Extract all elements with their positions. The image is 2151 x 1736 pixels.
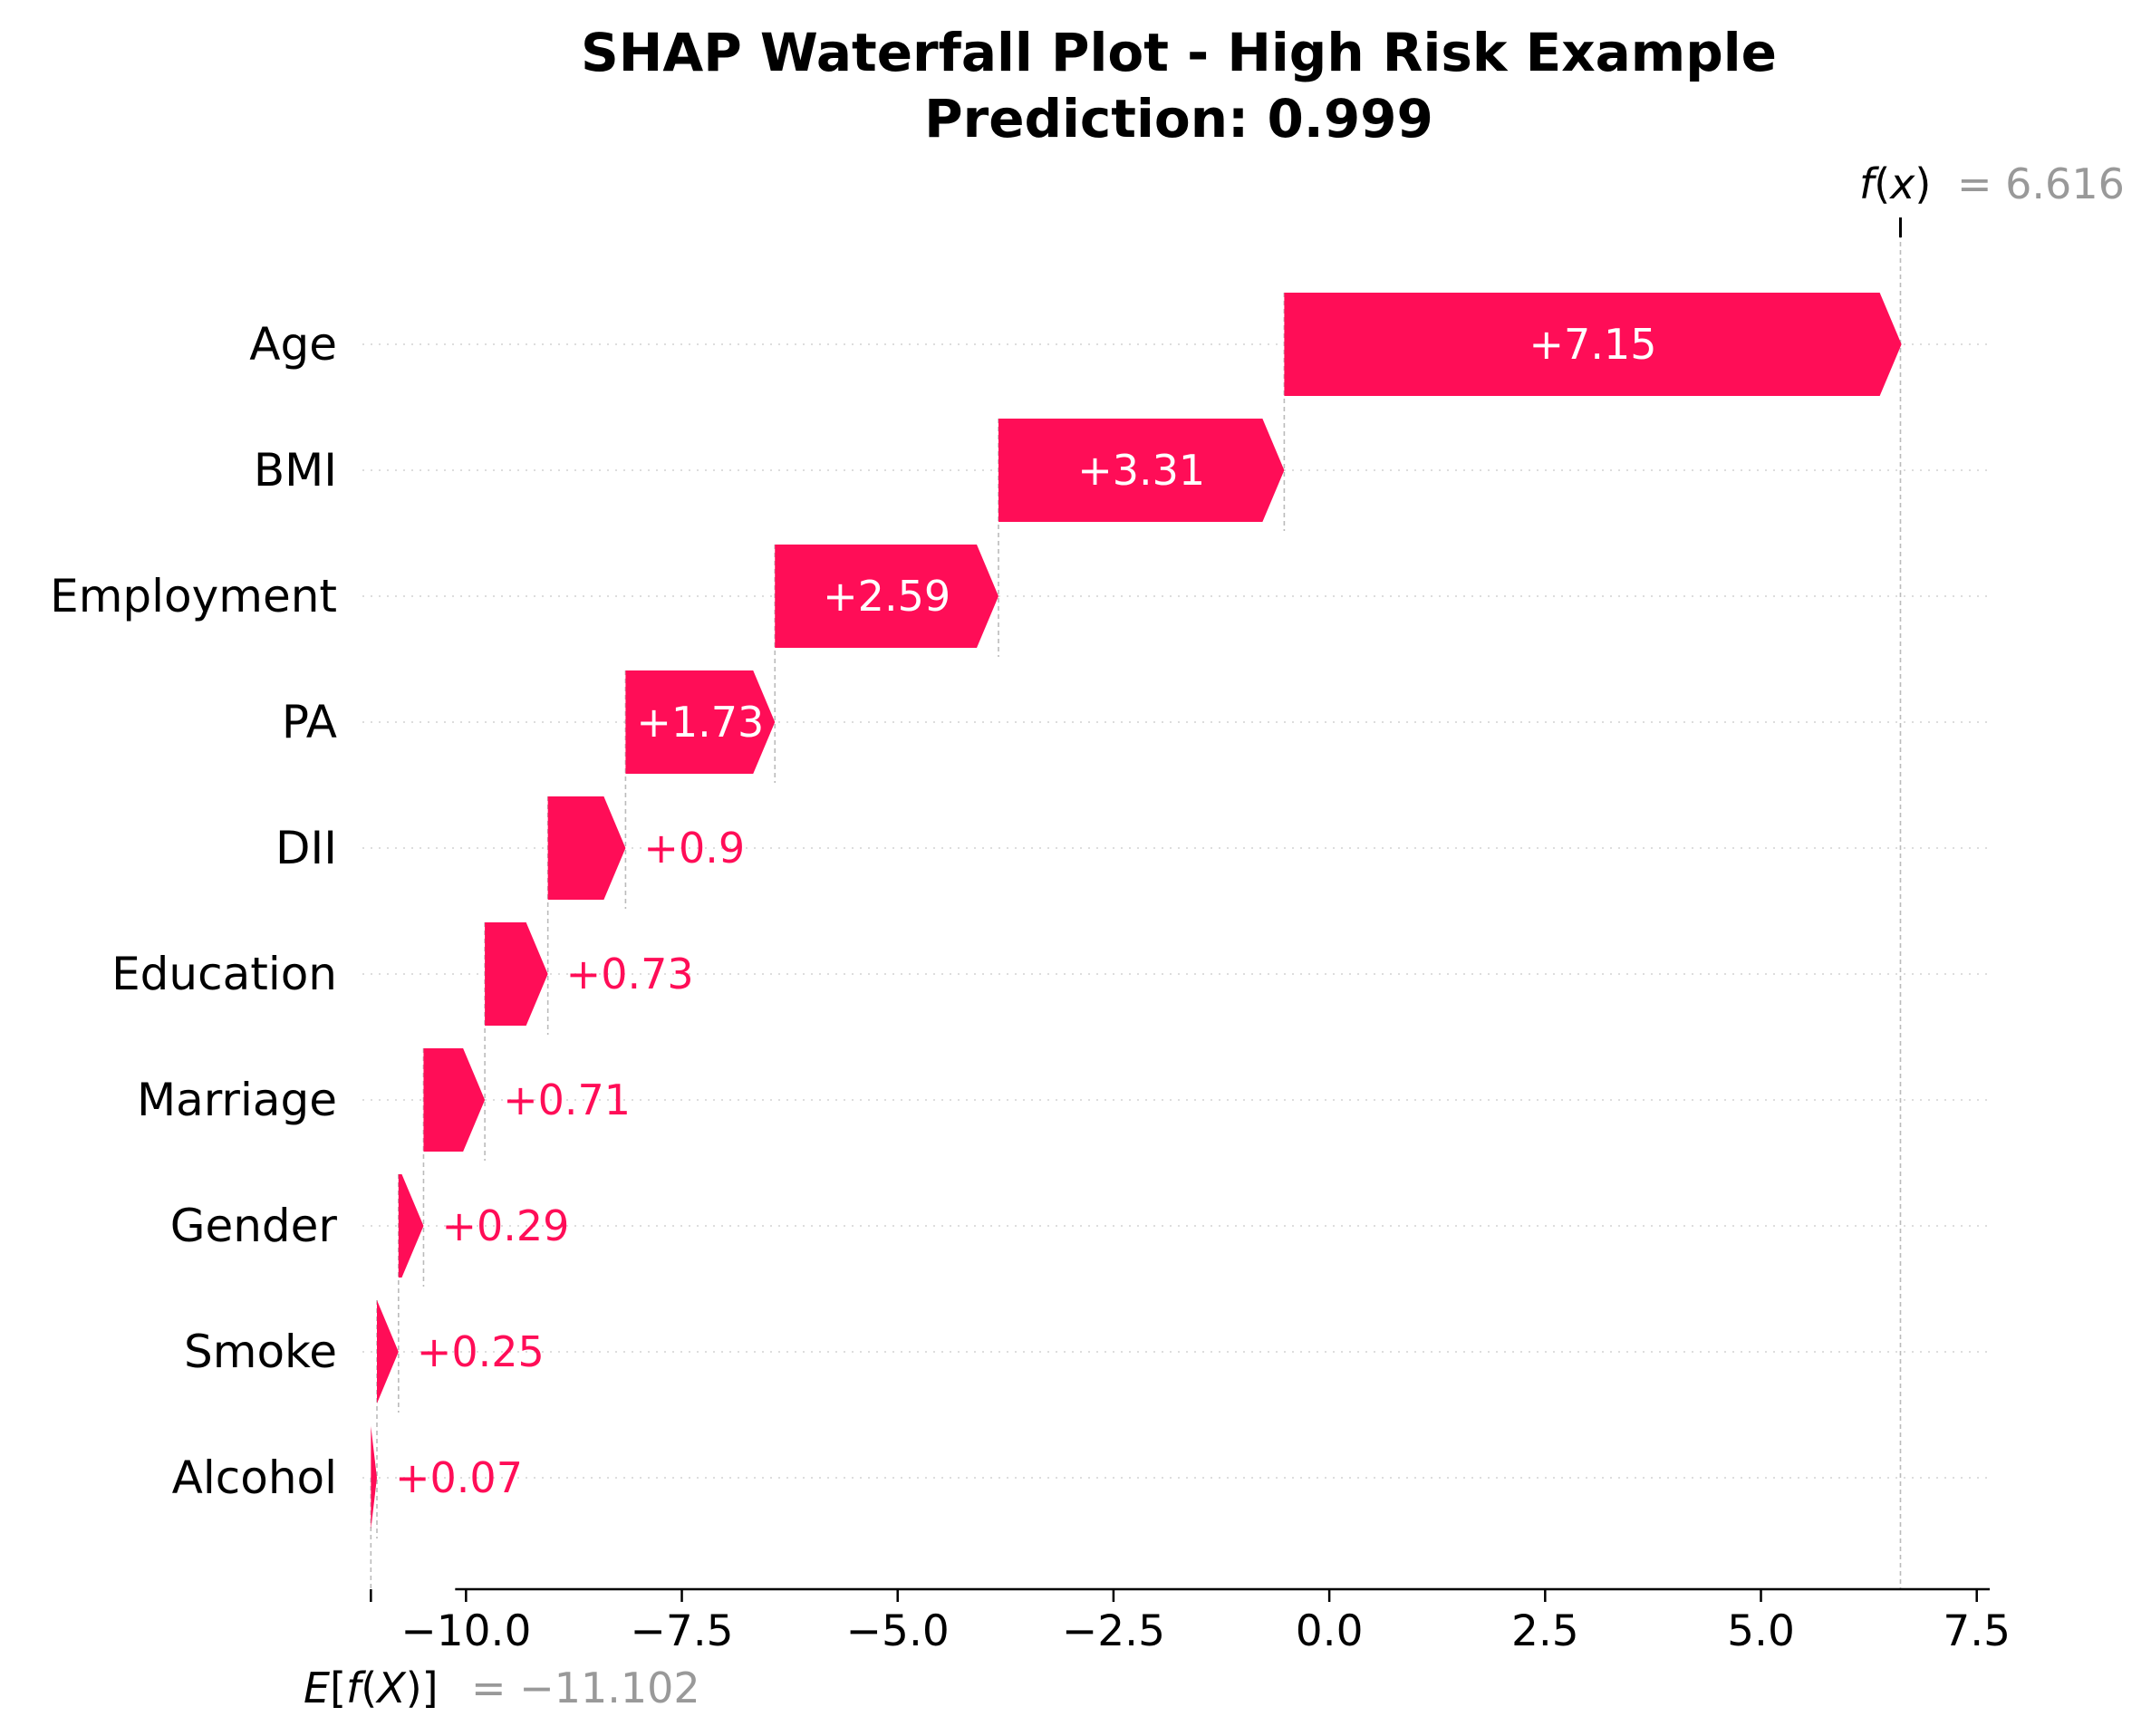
x-tick-label: −7.5 [630,1606,733,1656]
bar-value-label: +7.15 [1529,320,1657,369]
value-annotations: f(x) = 6.616 E[f(X)] = −11.102 [304,159,2125,1712]
bar-value-label: +3.31 [1077,446,1205,495]
annotation-name-part: x [1888,159,1915,208]
x-tick-label: −2.5 [1062,1606,1165,1656]
bar [423,1048,486,1152]
bar-value-label: +0.71 [503,1075,631,1124]
annotation-name-part: [ [330,1664,346,1712]
x-tick-label: 2.5 [1511,1606,1579,1656]
x-tick-label: −5.0 [846,1606,950,1656]
chart-subtitle: Prediction: 0.999 [924,88,1433,149]
output-label: f(x) [1859,159,1931,208]
bar-value-label: +0.25 [417,1327,545,1376]
feature-label: Alcohol [172,1451,337,1504]
x-tick-label: 0.0 [1296,1606,1364,1656]
bar [775,545,999,648]
annotation-name-part: ) [1915,159,1931,208]
bar [485,922,548,1026]
feature-label: Age [249,318,337,371]
feature-label: Employment [50,570,337,622]
chart-title: SHAP Waterfall Plot - High Risk Example [581,22,1777,83]
bar [377,1300,399,1403]
x-tick-label: −10.0 [400,1606,531,1656]
bar-value-label: +0.07 [395,1453,523,1502]
bar-value-label: +1.73 [636,698,764,747]
annotation-name-part: )] [406,1664,439,1712]
guide-lines [370,217,1902,1589]
output-value: = 6.616 [1957,159,2125,208]
base-value: = −11.102 [471,1664,700,1712]
feature-label: Smoke [184,1326,337,1378]
bar-value-label: +0.29 [441,1201,569,1250]
feature-label: Marriage [137,1074,337,1126]
bars: +7.15 +3.31 +2.59 +1.73 +0.9 +0.73 +0.71 +0.29 +… [371,293,1902,1529]
bar [547,796,626,900]
feature-label: BMI [254,444,337,497]
annotation-name-part: X [375,1664,407,1712]
bar [998,419,1285,522]
bar-value-label: +0.9 [643,824,745,873]
feature-label: DII [275,822,337,874]
feature-label: PA [282,696,337,748]
x-tick-label: 7.5 [1943,1606,2011,1656]
x-tick-label: 5.0 [1727,1606,1795,1656]
annotation-name-part: E [304,1664,330,1712]
bar-value-label: +2.59 [823,572,950,621]
base-label: E[f(X)] [304,1664,439,1712]
feature-label: Gender [170,1200,338,1252]
bar [625,670,776,774]
x-axis: −10.0 −7.5 −5.0 −2.5 0.0 2.5 5.0 7.5 [370,1587,2011,1656]
bar [398,1174,424,1278]
annotation-name-part: ( [361,1664,377,1712]
bar-value-label: +0.73 [566,950,694,998]
feature-labels: Age BMI Employment PA DII Education Marriage Ge… [50,318,337,1504]
feature-label: Education [111,948,337,1000]
annotation-name-part: ( [1874,159,1890,208]
bar [1284,293,1902,396]
bar [371,1426,378,1529]
